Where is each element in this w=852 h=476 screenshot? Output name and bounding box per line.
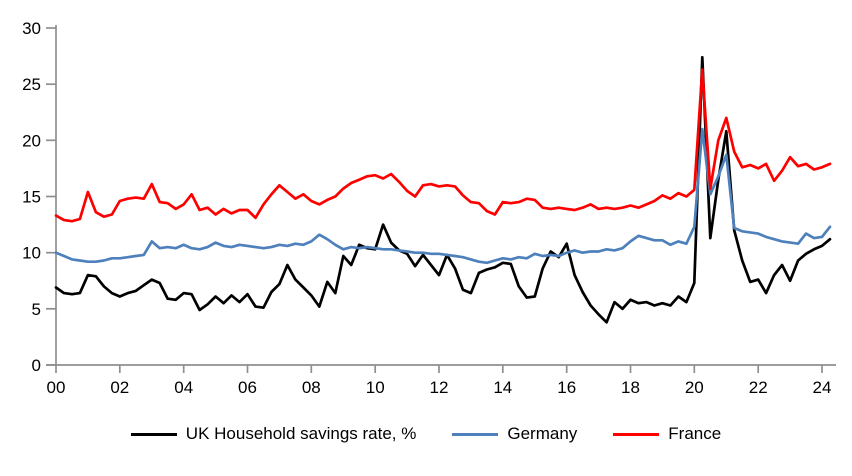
x-tick-label-12: 12 [430, 378, 449, 397]
x-tick-label-24: 24 [813, 378, 832, 397]
y-tick-label-0: 0 [32, 356, 41, 375]
legend-item-france: France [613, 424, 721, 444]
legend-line-swatch-uk [130, 432, 177, 436]
legend: UK Household savings rate, % Germany Fra… [0, 424, 852, 444]
y-tick-label-15: 15 [22, 187, 41, 206]
x-tick-label-08: 08 [302, 378, 321, 397]
x-tick-label-02: 02 [110, 378, 129, 397]
legend-item-uk: UK Household savings rate, % [130, 424, 417, 444]
x-tick-label-00: 00 [47, 378, 66, 397]
x-tick-label-10: 10 [366, 378, 385, 397]
legend-label-uk: UK Household savings rate, % [185, 424, 417, 443]
series-line-france [54, 68, 832, 223]
x-tick-label-18: 18 [621, 378, 640, 397]
x-tick-label-16: 16 [557, 378, 576, 397]
legend-label-germany: Germany [507, 424, 578, 443]
y-tick-label-25: 25 [22, 75, 41, 94]
series-line-germany [54, 127, 832, 265]
y-tick-label-5: 5 [32, 300, 41, 319]
y-tick-label-30: 30 [22, 19, 41, 38]
x-tick-label-04: 04 [174, 378, 193, 397]
x-tick-label-06: 06 [238, 378, 257, 397]
savings-rate-line-chart: 0 5 10 15 20 25 30 00 02 04 06 08 10 12 14 16 18 20 22 24 [22, 19, 836, 397]
x-tick-label-22: 22 [749, 378, 768, 397]
x-tick-label-14: 14 [493, 378, 512, 397]
legend-line-swatch-france [613, 432, 660, 436]
legend-label-france: France [668, 424, 722, 443]
legend-line-swatch-germany [452, 432, 499, 436]
y-tick-label-10: 10 [22, 244, 41, 263]
y-tick-label-20: 20 [22, 131, 41, 150]
legend-item-germany: Germany [452, 424, 577, 444]
series-line-uk-household-savings-rate [54, 55, 832, 324]
x-tick-label-20: 20 [685, 378, 704, 397]
